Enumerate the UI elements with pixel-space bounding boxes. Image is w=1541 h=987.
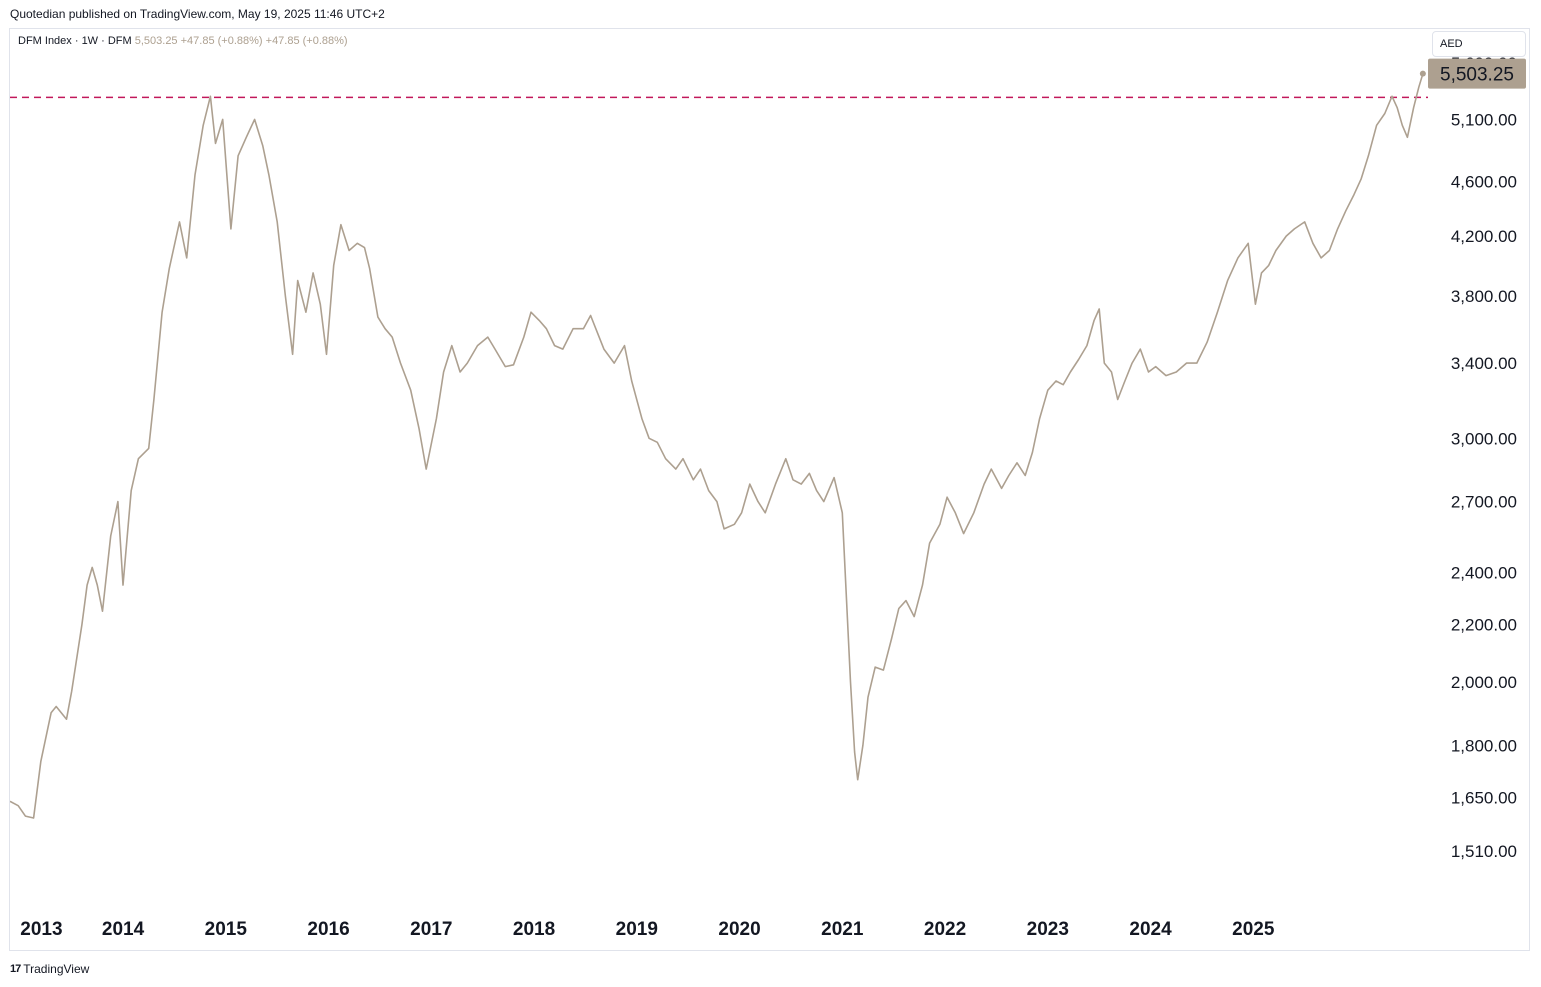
x-tick-label: 2014 [102, 919, 145, 940]
brand-name: TradingView [23, 962, 90, 976]
change-legend: +47.85 (+0.88%) [180, 35, 263, 47]
y-tick-label: 1,650.00 [1451, 789, 1517, 808]
x-tick-label: 2023 [1027, 919, 1069, 940]
y-tick-label: 4,600.00 [1451, 172, 1517, 191]
y-tick-label: 2,400.00 [1451, 563, 1517, 582]
last-price-tag [1428, 58, 1526, 89]
x-tick-label: 2021 [821, 919, 864, 940]
x-tick-label: 2016 [307, 919, 349, 940]
x-tick-label: 2024 [1129, 919, 1172, 940]
x-tick-label: 2022 [924, 919, 966, 940]
symbol-legend[interactable]: DFM Index · 1W · DFM 5,503.25 +47.85 (+0… [18, 35, 348, 47]
x-tick-label: 2025 [1232, 919, 1275, 940]
last-price-legend: 5,503.25 [134, 35, 178, 47]
y-tick-label: 3,800.00 [1451, 287, 1517, 306]
tradingview-logo-icon: 17 [10, 963, 21, 975]
y-tick-label: 1,800.00 [1451, 736, 1517, 755]
x-tick-label: 2020 [718, 919, 760, 940]
change-legend-2: +47.85 (+0.88%) [265, 35, 348, 47]
y-tick-label: 3,400.00 [1451, 354, 1517, 373]
x-tick-label: 2015 [205, 919, 248, 940]
y-tick-label: 2,200.00 [1451, 616, 1517, 635]
symbol-name: DFM Index · 1W · DFM [18, 35, 132, 47]
published-info: Quotedian published on TradingView.com, … [10, 7, 385, 21]
y-tick-label: 1,510.00 [1451, 842, 1517, 861]
price-series-line-0 [10, 73, 1424, 819]
y-tick-label: 4,200.00 [1451, 227, 1517, 246]
chart-pane[interactable] [9, 28, 1530, 951]
plot-layer [10, 70, 1428, 819]
y-tick-label: 2,700.00 [1451, 493, 1517, 512]
x-tick-label: 2013 [20, 919, 62, 940]
footer-brand[interactable]: 17 TradingView [10, 962, 89, 976]
last-price-tag-label: 5,503.25 [1440, 65, 1514, 86]
currency-button[interactable]: AED [1432, 31, 1526, 57]
y-tick-label: 3,000.00 [1451, 429, 1517, 448]
x-tick-label: 2019 [616, 919, 658, 940]
y-tick-label: 5,100.00 [1451, 110, 1517, 129]
x-tick-label: 2018 [513, 919, 555, 940]
price-axis: 1,510.00 1,650.00 1,800.00 2,000.00 2,200.00… [1428, 54, 1526, 861]
last-price-dot [1419, 70, 1426, 77]
x-tick-label: 2017 [410, 919, 452, 940]
time-axis: 2013 2014 2015 2016 2017 2018 2019 2020 2021 2022… [20, 919, 1275, 940]
y-tick-label: 2,000.00 [1451, 673, 1517, 692]
